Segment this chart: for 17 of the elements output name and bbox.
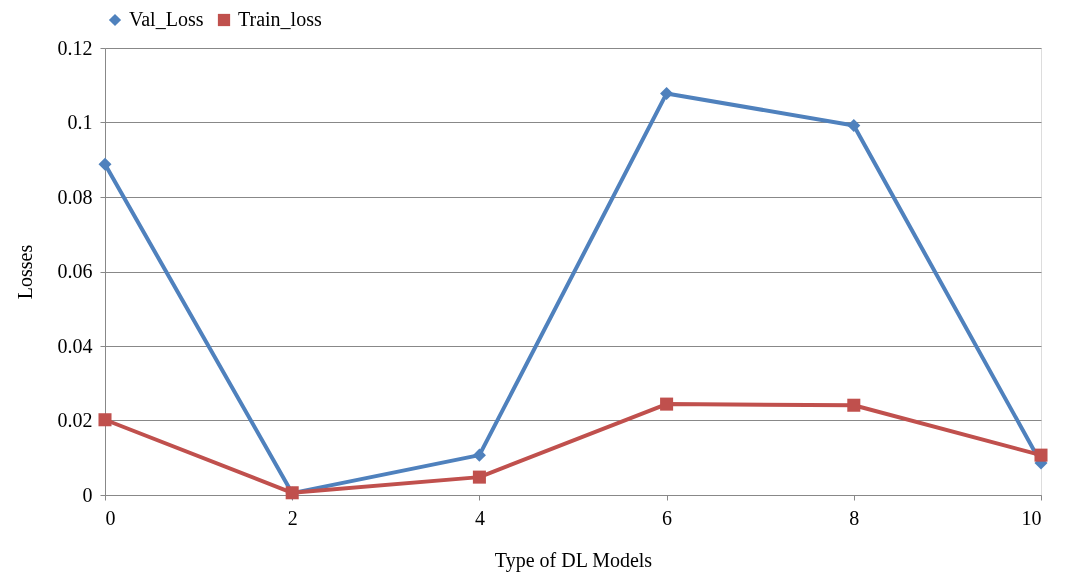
x-tick-label: 0	[105, 506, 116, 529]
x-axis-title: Type of DL Models	[494, 548, 653, 572]
y-tick-label: 0.02	[57, 409, 93, 431]
x-tick-label: 10	[1021, 506, 1042, 529]
y-tick-label: 0.08	[57, 185, 93, 208]
y-tick-label: 0.12	[57, 36, 93, 59]
y-tick-label: 0.1	[67, 111, 93, 133]
x-tick-label: 4	[474, 506, 485, 529]
y-axis-title: Losses	[13, 244, 36, 300]
y-tick-label: 0.04	[57, 334, 93, 357]
legend-label: Train_loss	[238, 8, 322, 30]
y-tick-label: 0	[82, 483, 93, 506]
x-tick-label: 6	[662, 506, 673, 529]
x-tick-label: 8	[849, 506, 860, 529]
legend-label: Val_Loss	[129, 8, 204, 30]
y-tick-label: 0.06	[57, 260, 93, 282]
x-tick-label: 2	[287, 506, 298, 529]
